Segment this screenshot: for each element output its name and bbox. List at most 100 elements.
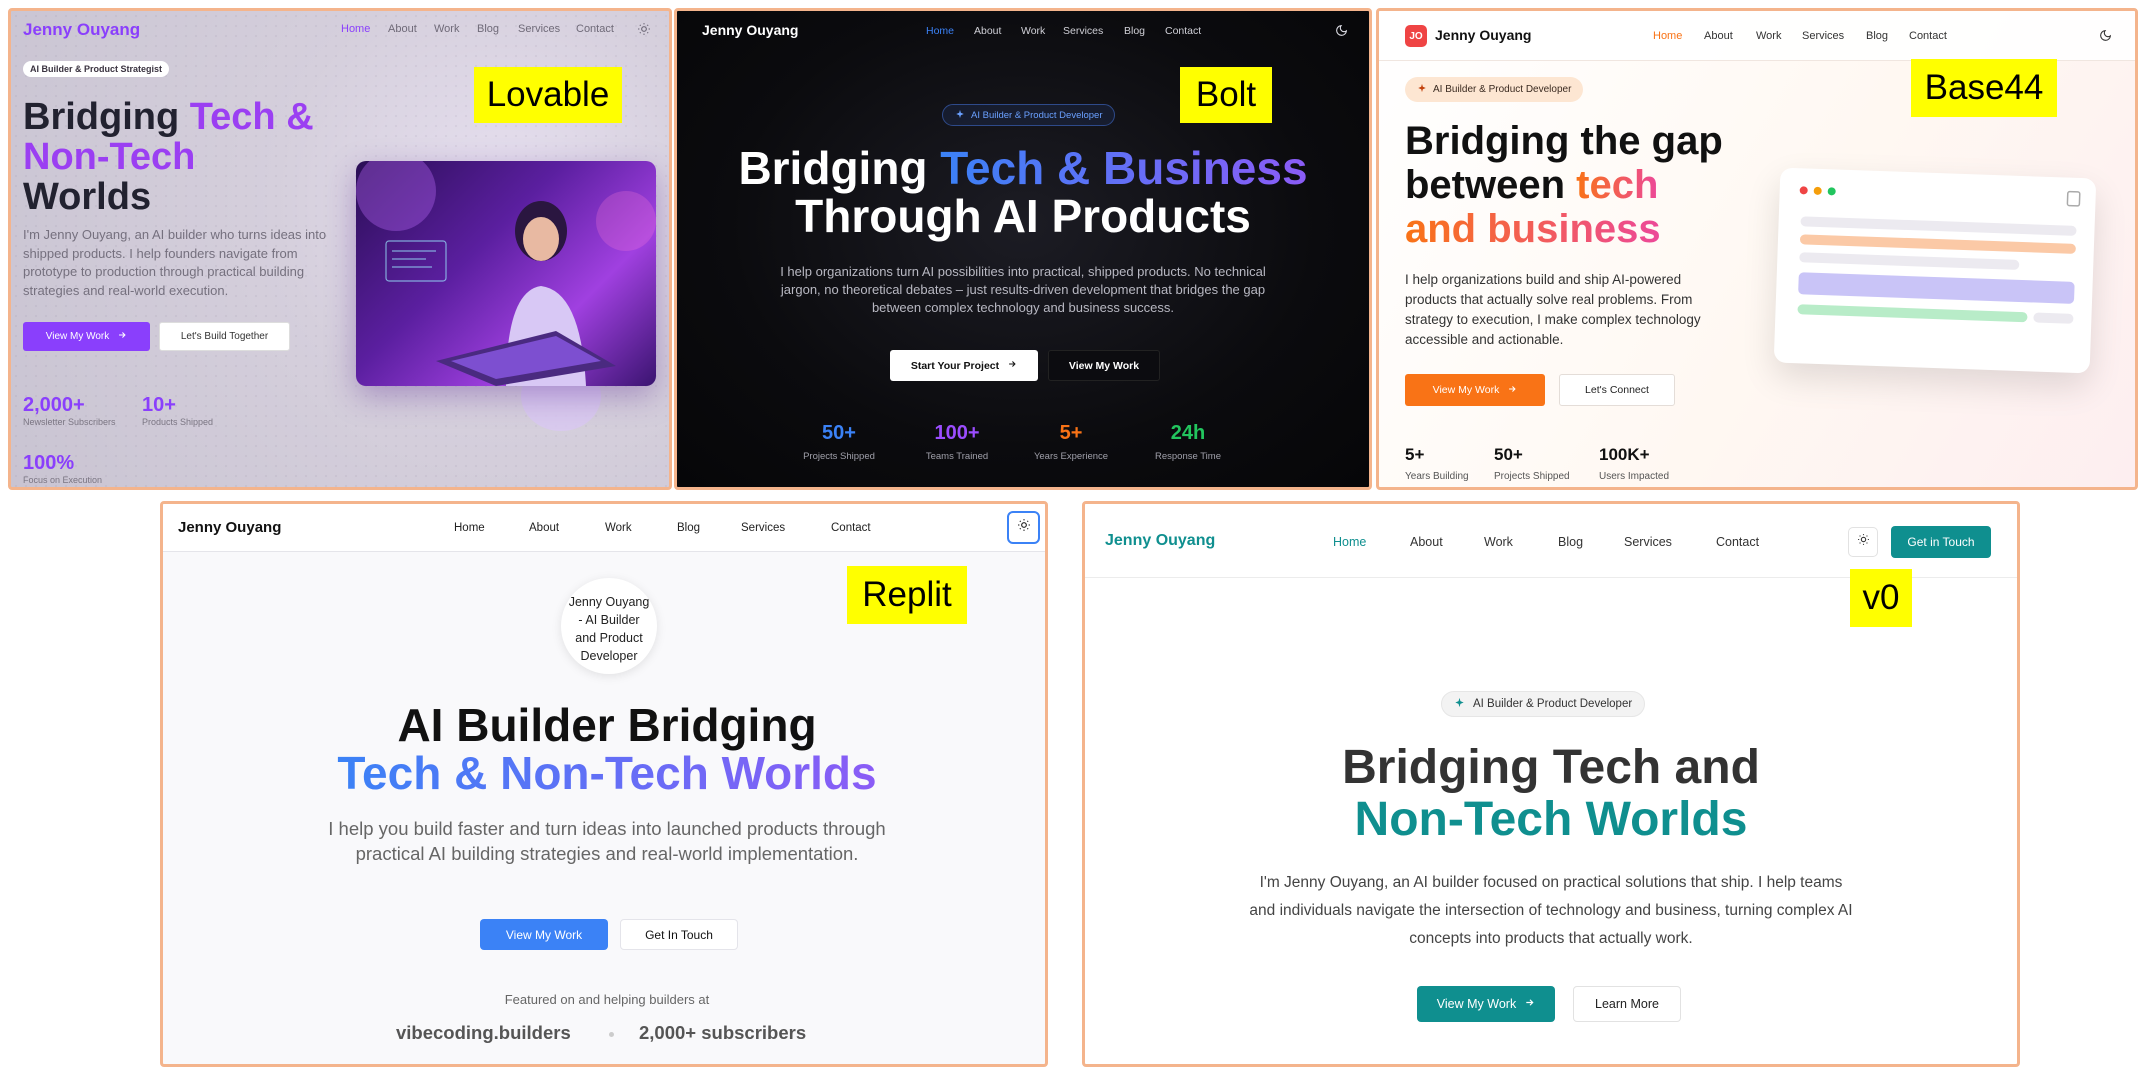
stat-label: Response Time — [1154, 451, 1221, 462]
hero-description: I help you build faster and turn ideas i… — [328, 818, 886, 864]
nav-home[interactable]: Home — [341, 23, 371, 35]
sun-icon — [1017, 518, 1031, 537]
lovable-panel: Jenny Ouyang Home About Work Blog Servic… — [8, 8, 672, 490]
nav-contact[interactable]: Contact — [1909, 30, 1947, 42]
stat-label: Products Shipped — [142, 417, 214, 427]
stat-item: 100K+ Users Impacted — [1599, 445, 1669, 482]
view-my-work-button[interactable]: View My Work — [1048, 350, 1160, 381]
nav-services[interactable]: Services — [1802, 30, 1845, 42]
hero-description: I'm Jenny Ouyang, an AI builder who turn… — [23, 227, 327, 298]
heading-part: Bridging — [23, 96, 190, 138]
heading-part: Through AI Products — [795, 190, 1251, 242]
get-in-touch-button[interactable]: Get In Touch — [620, 919, 738, 950]
nav-services[interactable]: Services — [741, 522, 786, 534]
view-my-work-button[interactable]: View My Work — [1417, 986, 1555, 1022]
view-my-work-button[interactable]: View My Work — [480, 919, 608, 950]
hero-description: I help organizations turn AI possibiliti… — [780, 264, 1266, 315]
sparkle-icon — [955, 109, 965, 122]
theme-toggle-button[interactable] — [1007, 511, 1040, 544]
nav-contact[interactable]: Contact — [1716, 535, 1760, 549]
badge-label: AI Builder & Product Developer — [1433, 84, 1572, 95]
brand-logo[interactable]: Jenny Ouyang — [702, 22, 799, 38]
heading-part: Bridging the gap — [1405, 119, 1723, 163]
moon-icon[interactable] — [1335, 24, 1348, 42]
arrow-right-icon — [117, 330, 127, 343]
start-your-project-button[interactable]: Start Your Project — [890, 350, 1038, 381]
nav-work[interactable]: Work — [1484, 535, 1513, 549]
role-badge: AI Builder & Product Developer — [1441, 691, 1646, 717]
hero-description: I'm Jenny Ouyang, an AI builder focused … — [1249, 874, 1853, 947]
top-navbar — [163, 504, 1045, 552]
nav-home[interactable]: Home — [926, 25, 955, 37]
heading-part: Bridging — [738, 142, 941, 194]
stat-label: Newsletter Subscribers — [23, 417, 116, 427]
tool-label: v0 — [1850, 569, 1912, 627]
heading-accent: Tech & — [189, 96, 314, 138]
proof-item: vibecoding.builders — [396, 1022, 571, 1043]
view-my-work-button[interactable]: View My Work — [1405, 374, 1545, 406]
stat-value: 50+ — [1494, 445, 1523, 464]
nav-contact[interactable]: Contact — [576, 23, 614, 35]
brand-logo[interactable]: Jenny Ouyang — [23, 20, 141, 39]
stat-item: 10+ Products Shipped — [142, 394, 213, 427]
heading-accent: Tech & Business — [940, 142, 1308, 194]
nav-about[interactable]: About — [974, 25, 1002, 37]
nav-about[interactable]: About — [388, 23, 417, 35]
nav-blog[interactable]: Blog — [1866, 30, 1889, 42]
base44-panel: JO Jenny Ouyang Home About Work Services… — [1376, 8, 2138, 490]
nav-blog[interactable]: Blog — [677, 522, 701, 534]
button-label: Start Your Project — [910, 359, 1000, 372]
jo-logo-icon[interactable]: JO — [1405, 25, 1427, 47]
proof-item: 2,000+ subscribers — [639, 1022, 807, 1043]
nav-services[interactable]: Services — [1624, 535, 1672, 549]
stat-label: Projects Shipped — [1494, 471, 1570, 482]
nav-home[interactable]: Home — [1333, 535, 1367, 549]
heading-part: Worlds — [23, 176, 152, 218]
learn-more-button[interactable]: Learn More — [1573, 986, 1681, 1022]
lets-connect-button[interactable]: Let's Connect — [1559, 374, 1675, 406]
brand-logo[interactable]: Jenny Ouyang — [1435, 27, 1532, 43]
nav-services[interactable]: Services — [518, 23, 561, 35]
nav-services[interactable]: Services — [1063, 25, 1104, 37]
nav-about[interactable]: About — [1410, 535, 1443, 549]
nav-blog[interactable]: Blog — [1124, 25, 1146, 37]
arrow-right-icon — [1507, 384, 1517, 397]
nav-home[interactable]: Home — [1653, 30, 1683, 42]
lets-build-together-button[interactable]: Let's Build Together — [159, 322, 290, 351]
stat-item: 100+ Teams Trained — [897, 422, 1017, 462]
nav-work[interactable]: Work — [1021, 25, 1046, 37]
top-navbar — [1085, 504, 2017, 578]
nav-work[interactable]: Work — [1756, 30, 1782, 42]
separator-dot — [609, 1032, 614, 1037]
stat-label: Years Building — [1405, 471, 1469, 482]
nav-about[interactable]: About — [529, 522, 560, 534]
sun-icon[interactable] — [637, 22, 651, 41]
stat-value: 100K+ — [1599, 445, 1650, 464]
tool-label: Base44 — [1911, 59, 2057, 117]
hero-heading: AI Builder Bridging Tech & Non-Tech Worl… — [163, 701, 1045, 797]
nav-blog[interactable]: Blog — [477, 23, 500, 35]
stat-value: 5+ — [1405, 445, 1425, 464]
nav-work[interactable]: Work — [605, 522, 632, 534]
brand-logo[interactable]: Jenny Ouyang — [1105, 532, 1216, 549]
nav-contact[interactable]: Contact — [831, 522, 871, 534]
role-badge: AI Builder & Product Developer — [942, 104, 1116, 126]
stat-item: 5+ Years Experience — [1011, 422, 1131, 462]
nav-home[interactable]: Home — [454, 522, 485, 534]
nav-work[interactable]: Work — [434, 23, 460, 35]
nav-about[interactable]: About — [1704, 30, 1733, 42]
stat-value: 100+ — [934, 422, 980, 444]
hero-portrait-image — [356, 161, 656, 386]
sparkle-icon — [1417, 83, 1427, 96]
get-in-touch-button[interactable]: Get in Touch — [1891, 526, 1991, 558]
nav-blog[interactable]: Blog — [1558, 535, 1584, 549]
view-my-work-button[interactable]: View My Work — [23, 322, 150, 351]
stat-item: 5+ Years Building — [1405, 445, 1469, 482]
tool-label: Bolt — [1180, 67, 1272, 123]
moon-icon[interactable] — [2099, 29, 2112, 47]
stat-value: 24h — [1170, 422, 1206, 444]
theme-toggle-button[interactable] — [1848, 527, 1878, 557]
stat-label: Users Impacted — [1599, 471, 1670, 482]
brand-logo[interactable]: Jenny Ouyang — [178, 519, 282, 536]
nav-contact[interactable]: Contact — [1165, 25, 1202, 37]
